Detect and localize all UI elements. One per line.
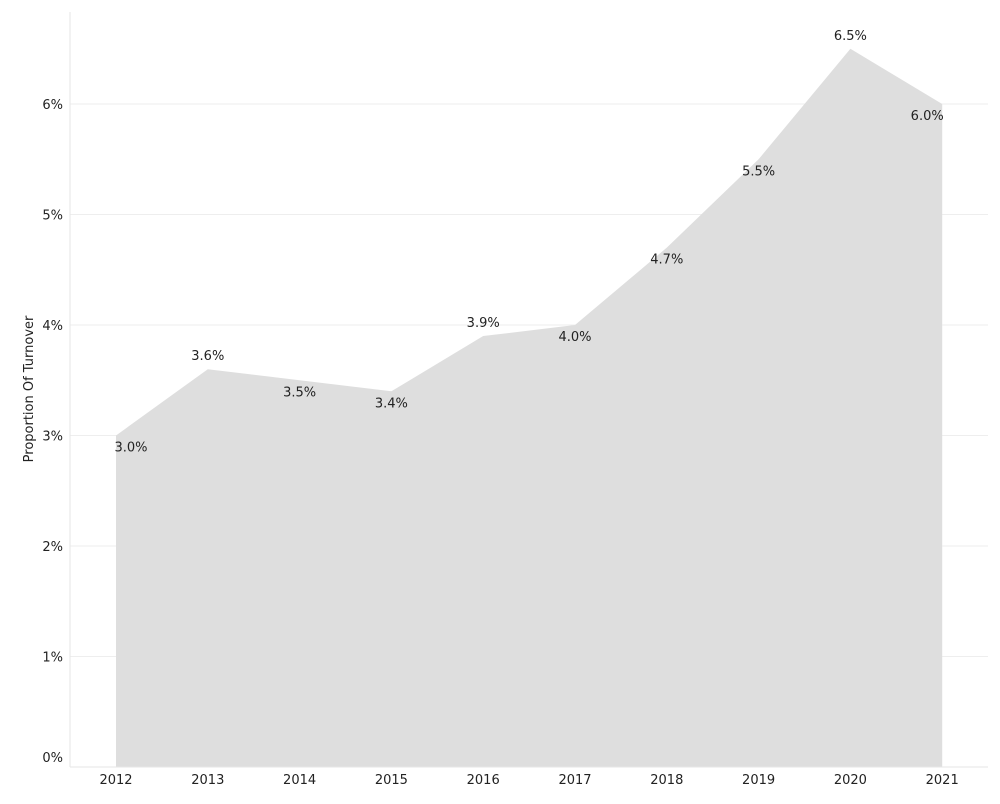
data-label: 5.5%	[742, 164, 775, 179]
data-label: 3.9%	[467, 316, 500, 331]
data-label: 6.5%	[834, 29, 867, 44]
y-tick-label: 3%	[42, 430, 63, 445]
x-tick-label: 2012	[99, 773, 132, 788]
data-label: 3.6%	[191, 349, 224, 364]
x-tick-label: 2020	[834, 773, 867, 788]
x-tick-label: 2017	[558, 773, 591, 788]
y-tick-labels: 0% 1% 2% 3% 4% 5% 6%	[42, 98, 63, 766]
x-tick-label: 2016	[467, 773, 500, 788]
x-tick-label: 2014	[283, 773, 316, 788]
data-label: 4.7%	[650, 253, 683, 268]
y-tick-label: 5%	[42, 209, 63, 224]
y-tick-label: 6%	[42, 98, 63, 113]
data-labels: 3.0% 3.6% 3.5% 3.4% 3.9% 4.0% 4.7% 5.5% 6.5% 6.0%	[114, 29, 943, 456]
y-axis-title: Proportion Of Turnover	[22, 315, 37, 462]
data-label: 3.4%	[375, 396, 408, 411]
x-tick-label: 2013	[191, 773, 224, 788]
y-tick-label: 0%	[42, 751, 63, 766]
x-tick-label: 2019	[742, 773, 775, 788]
x-tick-label: 2015	[375, 773, 408, 788]
area-fill	[116, 48, 943, 767]
x-tick-label: 2021	[926, 773, 959, 788]
x-tick-labels: 2012 2013 2014 2015 2016 2017 2018 2019 2020 2021	[99, 773, 958, 788]
area-series	[116, 48, 943, 767]
data-label: 3.0%	[114, 441, 147, 456]
y-tick-label: 1%	[42, 651, 63, 666]
x-tick-label: 2018	[650, 773, 683, 788]
y-tick-label: 2%	[42, 540, 63, 555]
data-label: 4.0%	[558, 330, 591, 345]
y-tick-label: 4%	[42, 319, 63, 334]
data-label: 3.5%	[283, 385, 316, 400]
axes	[69, 12, 988, 768]
data-label: 6.0%	[911, 109, 944, 124]
